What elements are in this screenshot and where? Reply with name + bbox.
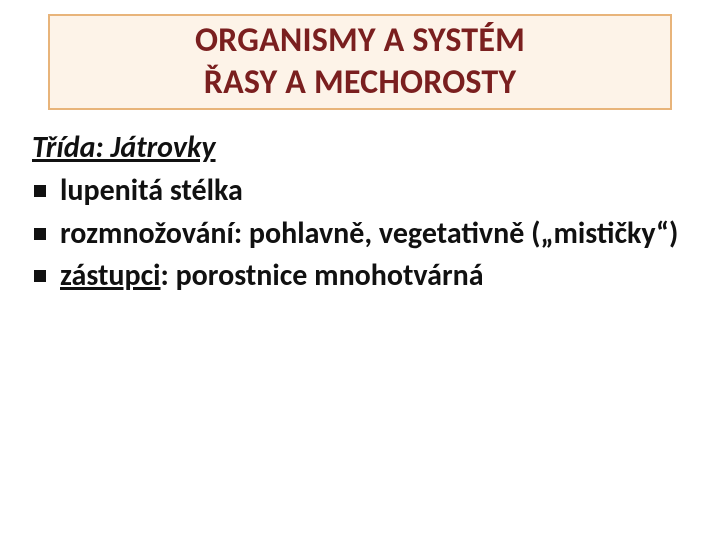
title-box: ORGANISMY A SYSTÉM ŘASY A MECHOROSTY	[48, 14, 672, 110]
bullet-list: lupenitá stélkarozmnožování: pohlavně, v…	[32, 171, 688, 297]
content-area: Třída: Játrovky lupenitá stélkarozmnožov…	[32, 128, 688, 299]
title-line-2: ŘASY A MECHOROSTY	[204, 62, 517, 105]
list-item: zástupci: porostnice mnohotvárná	[60, 256, 688, 297]
underlined-term: zástupci	[60, 257, 161, 294]
class-heading: Třída: Játrovky	[32, 128, 688, 167]
list-item: lupenitá stélka	[60, 171, 688, 212]
list-item-text: : porostnice mnohotvárná	[161, 257, 484, 294]
list-item: rozmnožování: pohlavně, vegetativně („mi…	[60, 214, 688, 255]
slide: ORGANISMY A SYSTÉM ŘASY A MECHOROSTY Tří…	[0, 0, 720, 540]
title-line-1: ORGANISMY A SYSTÉM	[195, 20, 525, 63]
